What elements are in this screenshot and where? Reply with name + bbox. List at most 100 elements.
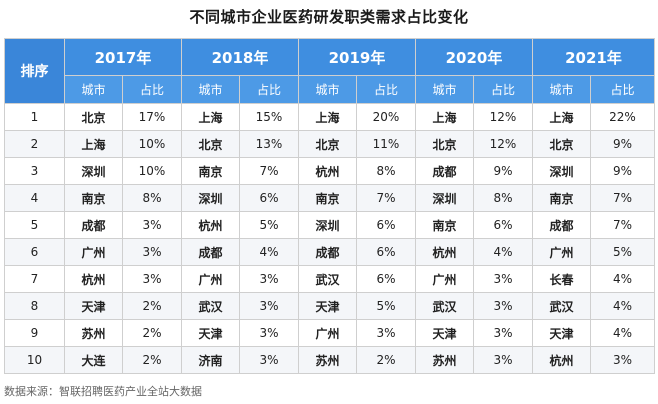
city-cell: 深圳 xyxy=(64,157,123,185)
city-cell: 杭州 xyxy=(532,346,591,374)
share-cell: 20% xyxy=(356,103,416,131)
rank-cell: 1 xyxy=(4,103,65,131)
city-cell: 大连 xyxy=(64,346,123,374)
city-cell: 杭州 xyxy=(298,157,357,185)
year-header: 2020年 xyxy=(415,38,533,76)
rank-cell: 3 xyxy=(4,157,65,185)
share-cell: 15% xyxy=(239,103,299,131)
share-cell: 6% xyxy=(356,238,416,266)
share-cell: 4% xyxy=(590,265,655,293)
share-cell: 3% xyxy=(356,319,416,347)
share-column-header: 占比 xyxy=(239,75,299,104)
city-column-header: 城市 xyxy=(64,75,123,104)
rank-header: 排序 xyxy=(4,38,65,104)
city-cell: 广州 xyxy=(415,265,474,293)
city-cell: 上海 xyxy=(181,103,240,131)
share-cell: 12% xyxy=(473,103,533,131)
city-cell: 上海 xyxy=(298,103,357,131)
city-cell: 成都 xyxy=(64,211,123,239)
share-cell: 7% xyxy=(590,211,655,239)
share-cell: 6% xyxy=(239,184,299,212)
share-cell: 2% xyxy=(122,319,182,347)
table-row: 4 南京 8% 深圳 6% 南京 7% 深圳 8% 南京 7% xyxy=(4,184,655,212)
share-cell: 3% xyxy=(473,346,533,374)
share-cell: 13% xyxy=(239,130,299,158)
share-cell: 5% xyxy=(239,211,299,239)
city-cell: 南京 xyxy=(298,184,357,212)
city-cell: 北京 xyxy=(181,130,240,158)
share-cell: 4% xyxy=(590,319,655,347)
share-column-header: 占比 xyxy=(590,75,655,104)
share-cell: 9% xyxy=(590,157,655,185)
share-cell: 7% xyxy=(590,184,655,212)
share-cell: 10% xyxy=(122,157,182,185)
city-cell: 广州 xyxy=(298,319,357,347)
table-row: 6 广州 3% 成都 4% 成都 6% 杭州 4% 广州 5% xyxy=(4,238,655,266)
city-cell: 北京 xyxy=(298,130,357,158)
share-cell: 6% xyxy=(356,265,416,293)
share-cell: 3% xyxy=(590,346,655,374)
share-cell: 12% xyxy=(473,130,533,158)
city-cell: 北京 xyxy=(64,103,123,131)
share-cell: 11% xyxy=(356,130,416,158)
share-cell: 5% xyxy=(590,238,655,266)
year-header: 2021年 xyxy=(532,38,655,76)
share-cell: 3% xyxy=(122,265,182,293)
city-cell: 天津 xyxy=(64,292,123,320)
share-cell: 2% xyxy=(122,292,182,320)
share-cell: 2% xyxy=(356,346,416,374)
city-cell: 深圳 xyxy=(298,211,357,239)
share-cell: 10% xyxy=(122,130,182,158)
table-row: 2 上海 10% 北京 13% 北京 11% 北京 12% 北京 9% xyxy=(4,130,655,158)
share-cell: 7% xyxy=(239,157,299,185)
city-cell: 武汉 xyxy=(532,292,591,320)
table-row: 9 苏州 2% 天津 3% 广州 3% 天津 3% 天津 4% xyxy=(4,319,655,347)
table-row: 10 大连 2% 济南 3% 苏州 2% 苏州 3% 杭州 3% xyxy=(4,346,655,374)
city-cell: 南京 xyxy=(181,157,240,185)
city-cell: 天津 xyxy=(298,292,357,320)
year-header: 2017年 xyxy=(64,38,182,76)
share-cell: 3% xyxy=(239,346,299,374)
share-cell: 8% xyxy=(356,157,416,185)
city-cell: 苏州 xyxy=(64,319,123,347)
share-cell: 6% xyxy=(356,211,416,239)
city-cell: 成都 xyxy=(298,238,357,266)
share-cell: 9% xyxy=(590,130,655,158)
city-cell: 武汉 xyxy=(181,292,240,320)
city-cell: 天津 xyxy=(181,319,240,347)
city-cell: 北京 xyxy=(532,130,591,158)
share-cell: 8% xyxy=(122,184,182,212)
year-header-row: 排序 2017年 2018年 2019年 2020年 2021年 xyxy=(4,38,655,104)
city-cell: 成都 xyxy=(415,157,474,185)
table-body: 1 北京 17% 上海 15% 上海 20% 上海 12% 上海 22% 2 上海 10% 北京 13% 北京 1… xyxy=(4,103,655,374)
city-cell: 广州 xyxy=(64,238,123,266)
share-cell: 3% xyxy=(473,265,533,293)
share-cell: 3% xyxy=(122,238,182,266)
city-cell: 上海 xyxy=(64,130,123,158)
table-row: 7 杭州 3% 广州 3% 武汉 6% 广州 3% 长春 4% xyxy=(4,265,655,293)
rank-cell: 5 xyxy=(4,211,65,239)
rank-cell: 4 xyxy=(4,184,65,212)
rank-cell: 9 xyxy=(4,319,65,347)
share-cell: 22% xyxy=(590,103,655,131)
city-cell: 济南 xyxy=(181,346,240,374)
city-cell: 南京 xyxy=(415,211,474,239)
city-cell: 广州 xyxy=(181,265,240,293)
rank-cell: 8 xyxy=(4,292,65,320)
share-cell: 17% xyxy=(122,103,182,131)
share-cell: 7% xyxy=(356,184,416,212)
share-cell: 4% xyxy=(239,238,299,266)
city-cell: 成都 xyxy=(532,211,591,239)
data-source-note: 数据来源：智联招聘医药产业全站大数据 xyxy=(4,385,202,398)
city-cell: 武汉 xyxy=(415,292,474,320)
share-cell: 3% xyxy=(239,292,299,320)
city-cell: 天津 xyxy=(532,319,591,347)
city-cell: 南京 xyxy=(64,184,123,212)
table-title: 不同城市企业医药研发职类需求占比变化 xyxy=(189,8,469,26)
table-row: 8 天津 2% 武汉 3% 天津 5% 武汉 3% 武汉 4% xyxy=(4,292,655,320)
city-column-header: 城市 xyxy=(532,75,591,104)
share-column-header: 占比 xyxy=(473,75,533,104)
share-cell: 8% xyxy=(473,184,533,212)
share-cell: 3% xyxy=(239,265,299,293)
city-cell: 深圳 xyxy=(415,184,474,212)
